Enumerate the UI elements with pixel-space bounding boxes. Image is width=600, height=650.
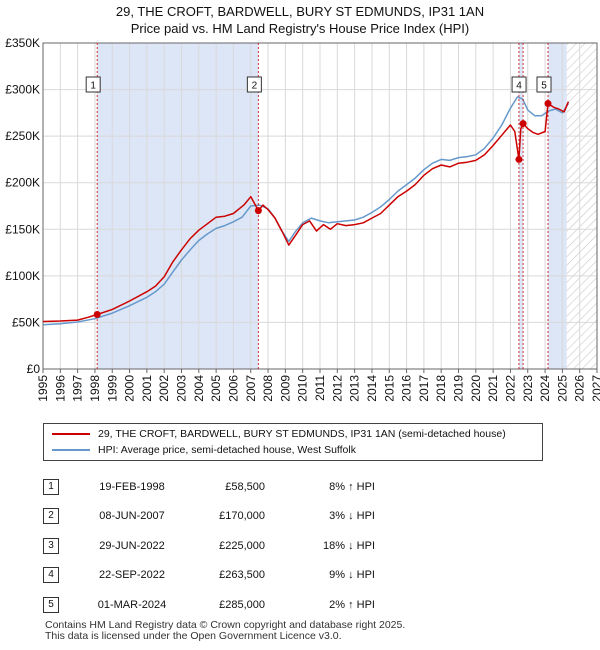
x-tick-label: 2010 — [296, 375, 310, 402]
x-tick-label: 2023 — [521, 375, 535, 402]
sale-number-badge: 4 — [43, 567, 59, 584]
sale-price: £58,500 — [225, 480, 265, 493]
x-tick-label: 2007 — [244, 375, 258, 402]
y-tick-label: £250K — [5, 129, 40, 143]
sale-label-number: 1 — [90, 81, 96, 92]
sale-point — [544, 100, 552, 108]
x-tick-label: 2014 — [365, 375, 379, 402]
sale-price: £263,500 — [219, 569, 265, 582]
sale-label-box — [536, 76, 552, 93]
sale-point — [254, 207, 262, 215]
table-row: 3 29-JUN-2022 £225,000 18% ↓ HPI — [43, 531, 375, 561]
sale-label-number: 4 — [516, 81, 522, 92]
sale-date: 29-JUN-2022 — [99, 539, 165, 552]
table-row: 4 22-SEP-2022 £263,500 9% ↓ HPI — [43, 561, 375, 591]
chart-subtitle: Price paid vs. HM Land Registry's House … — [130, 21, 470, 36]
sale-number-badge: 5 — [43, 596, 59, 613]
x-tick-label: 1998 — [88, 375, 102, 402]
transactions-table: 1 19-FEB-1998 £58,500 8% ↑ HPI 2 08-JUN-… — [43, 472, 375, 620]
sale-label-number: 5 — [541, 81, 547, 92]
forecast-hatch — [566, 43, 597, 369]
x-tick-label: 2004 — [192, 375, 206, 402]
table-row: 2 08-JUN-2007 £170,000 3% ↓ HPI — [43, 502, 375, 532]
sale-date: 19-FEB-1998 — [99, 480, 165, 493]
sale-date: 01-MAR-2024 — [97, 598, 167, 611]
sale-label-number: 2 — [252, 81, 258, 92]
y-tick-label: £200K — [5, 176, 40, 190]
ownership-band — [518, 43, 524, 369]
y-tick-label: £350K — [5, 36, 40, 50]
x-tick-label: 2024 — [538, 375, 552, 402]
chart-title: 29, THE CROFT, BARDWELL, BURY ST EDMUNDS… — [115, 4, 485, 19]
sale-hpi-change: 3% ↓ HPI — [329, 510, 375, 523]
hpi-series-line — [42, 96, 570, 326]
x-tick-label: 2019 — [452, 375, 466, 402]
x-tick-label: 2025 — [555, 375, 569, 402]
x-tick-label: 1999 — [105, 375, 119, 402]
x-tick-label: 2022 — [503, 375, 517, 402]
x-tick-label: 2016 — [400, 375, 414, 402]
x-tick-label: 2018 — [434, 375, 448, 402]
property-series-line — [42, 101, 570, 323]
sale-hpi-change: 8% ↑ HPI — [329, 480, 375, 493]
legend-line-red-icon — [52, 433, 90, 436]
x-tick-label: 2017 — [417, 375, 431, 402]
x-tick-label: 2012 — [330, 375, 344, 402]
sale-price: £285,000 — [219, 598, 265, 611]
sale-date: 08-JUN-2007 — [99, 510, 165, 523]
legend-item-property: 29, THE CROFT, BARDWELL, BURY ST EDMUNDS… — [52, 426, 506, 442]
legend-line-blue-icon — [52, 449, 90, 452]
x-tick-label: 2027 — [590, 375, 600, 402]
footer: Contains HM Land Registry data © Crown c… — [45, 620, 405, 642]
x-tick-label: 2020 — [469, 375, 483, 402]
sale-point — [93, 311, 101, 319]
y-tick-label: £50K — [12, 315, 40, 329]
legend-item-hpi: HPI: Average price, semi-detached house,… — [52, 442, 356, 458]
x-tick-label: 2013 — [348, 375, 362, 402]
sale-date: 22-SEP-2022 — [98, 569, 166, 582]
table-row: 1 19-FEB-1998 £58,500 8% ↑ HPI — [43, 472, 375, 502]
sale-hpi-change: 2% ↑ HPI — [329, 598, 375, 611]
x-tick-label: 2026 — [573, 375, 587, 402]
y-tick-label: £0 — [27, 362, 41, 376]
x-tick-label: 1997 — [71, 375, 85, 402]
x-tick-label: 2009 — [278, 375, 292, 402]
legend-hpi-label: HPI: Average price, semi-detached house,… — [98, 444, 356, 456]
x-tick-label: 2015 — [382, 375, 396, 402]
footer-copyright: Contains HM Land Registry data © Crown c… — [45, 619, 406, 631]
chart-legend: 29, THE CROFT, BARDWELL, BURY ST EDMUNDS… — [43, 423, 543, 461]
y-tick-label: £150K — [5, 222, 40, 236]
sale-number-badge: 3 — [43, 537, 59, 554]
x-tick-label: 2011 — [313, 375, 327, 401]
x-tick-label: 2003 — [175, 375, 189, 402]
sale-number-badge: 1 — [43, 478, 59, 495]
sale-hpi-change: 9% ↓ HPI — [329, 569, 375, 582]
sale-label-box — [246, 76, 262, 93]
sale-point — [515, 155, 523, 163]
sale-hpi-change: 18% ↓ HPI — [323, 539, 375, 552]
legend-property-label: 29, THE CROFT, BARDWELL, BURY ST EDMUNDS… — [98, 428, 506, 440]
footer-licence: This data is licensed under the Open Gov… — [45, 630, 342, 642]
table-row: 5 01-MAR-2024 £285,000 2% ↑ HPI — [43, 590, 375, 620]
x-tick-label: 2001 — [140, 375, 154, 402]
price-chart: £0 £50K £100K £150K £200K £250K £300K £350K 1995… — [5, 36, 600, 402]
ownership-band — [97, 43, 259, 369]
x-tick-label: 1995 — [36, 375, 50, 402]
x-tick-label: 1996 — [53, 375, 67, 402]
sale-label-box — [85, 76, 101, 93]
x-tick-label: 2000 — [123, 375, 137, 402]
y-tick-label: £300K — [5, 83, 40, 97]
sale-price: £225,000 — [219, 539, 265, 552]
sale-price: £170,000 — [219, 510, 265, 523]
x-tick-label: 2006 — [226, 375, 240, 402]
y-tick-label: £100K — [5, 269, 40, 283]
sale-point — [519, 120, 527, 128]
x-tick-label: 2002 — [157, 375, 171, 402]
x-tick-label: 2021 — [486, 375, 500, 402]
x-tick-label: 2008 — [261, 375, 275, 402]
sale-number-badge: 2 — [43, 508, 59, 525]
sale-label-box — [511, 76, 527, 93]
x-tick-label: 2005 — [209, 375, 223, 402]
